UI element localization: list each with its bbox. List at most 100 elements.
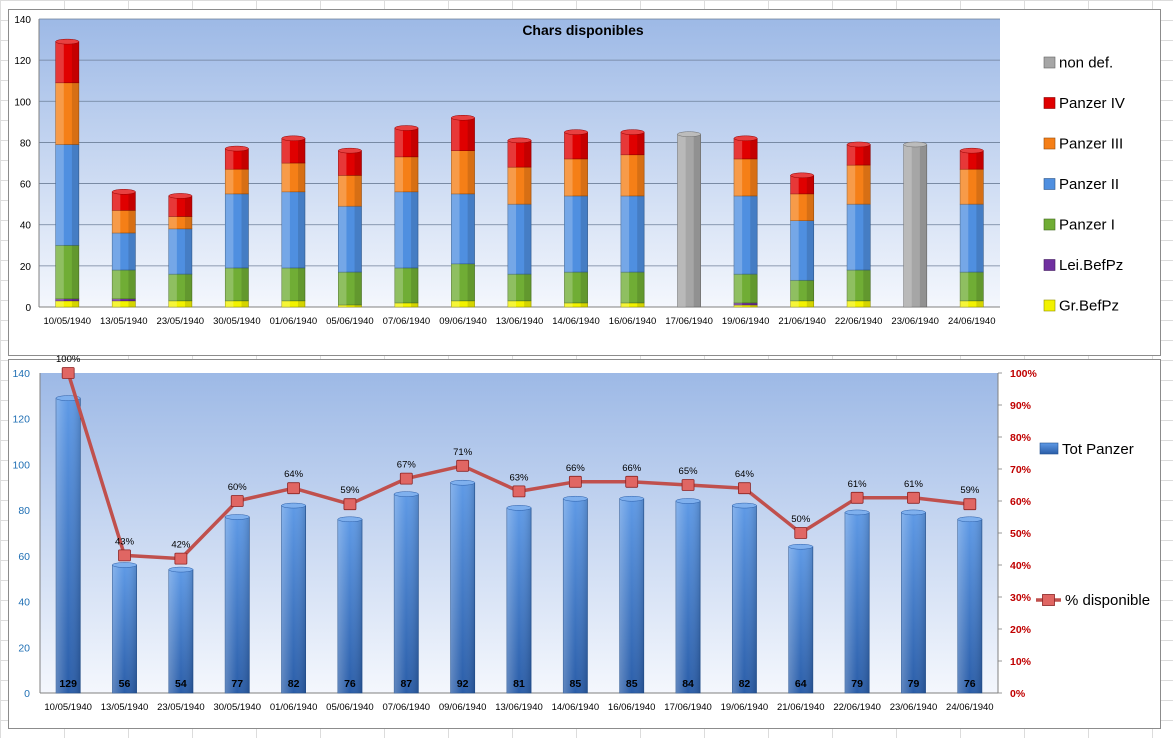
total-bar xyxy=(844,512,870,694)
bar-segment xyxy=(168,216,193,230)
percent-marker xyxy=(399,472,413,485)
x-tick-label: 23/05/1940 xyxy=(157,702,205,713)
bar-segment xyxy=(507,273,532,302)
total-bar xyxy=(168,569,194,694)
y-tick-label: 20 xyxy=(18,642,30,654)
y-tick-label: 60 xyxy=(20,180,32,191)
legend-marker xyxy=(1042,594,1055,606)
bar-cap xyxy=(733,135,758,142)
bar-value-label: 79 xyxy=(851,678,863,690)
bar-value-label: 129 xyxy=(59,678,77,690)
bar-cap xyxy=(788,543,814,550)
bar-segment xyxy=(620,154,645,197)
bar-segment xyxy=(959,300,984,308)
percent-label: 60% xyxy=(228,482,248,493)
percent-marker xyxy=(230,495,244,507)
total-bar xyxy=(619,498,645,694)
bar-cap xyxy=(393,491,419,497)
x-tick-label: 22/06/1940 xyxy=(833,702,881,713)
percent-label: 42% xyxy=(171,540,191,551)
total-bar xyxy=(675,500,701,694)
x-tick-label: 30/05/1940 xyxy=(213,702,261,713)
legend-label: % disponible xyxy=(1065,592,1150,609)
bar-segment xyxy=(224,300,249,308)
total-bar xyxy=(450,482,476,694)
bar-value-label: 84 xyxy=(682,678,694,690)
total-chart-area[interactable]: 0 20 40 60 80 100 120 140 0% 10% 20% 30% 40% 50% 60% 70… xyxy=(8,354,1161,729)
bar-segment xyxy=(846,300,871,308)
x-tick-label: 10/05/1940 xyxy=(43,316,91,327)
bar-segment xyxy=(451,193,475,265)
x-tick-label: 19/06/1940 xyxy=(722,316,770,327)
bar-segment xyxy=(790,175,815,195)
y2-tick-label: 10% xyxy=(1010,656,1032,668)
percent-label: 59% xyxy=(340,485,360,496)
bar-segment xyxy=(338,304,362,308)
x-tick-label: 17/06/1940 xyxy=(665,316,713,327)
total-bar xyxy=(901,512,926,694)
y2-tick-label: 40% xyxy=(1010,560,1032,572)
bar-cap xyxy=(394,125,419,131)
bar-segment xyxy=(790,220,815,281)
y2-tick-label: 70% xyxy=(1010,464,1032,476)
stacked-chart-area[interactable]: 0 20 40 60 80 100 120 140 Chars disponibles 10/05… xyxy=(8,9,1161,356)
percent-label: 71% xyxy=(453,447,473,458)
bar-segment xyxy=(111,300,136,308)
bar-value-label: 85 xyxy=(626,678,638,690)
legend-label: Panzer I xyxy=(1059,217,1115,234)
percent-label: 50% xyxy=(791,514,811,525)
legend-label: Panzer IV xyxy=(1059,95,1125,112)
x-tick-label: 16/06/1940 xyxy=(609,316,657,327)
bar-segment xyxy=(55,41,80,84)
percent-marker xyxy=(738,482,751,495)
bar-cap xyxy=(677,131,701,137)
x-tick-label: 24/06/1940 xyxy=(946,702,994,713)
bar-segment xyxy=(846,144,871,166)
bar-segment xyxy=(620,302,645,308)
bar-segment xyxy=(620,271,645,304)
bar-segment xyxy=(733,273,758,304)
bar-segment xyxy=(394,302,419,308)
total-bar xyxy=(957,518,983,694)
bar-segment xyxy=(507,300,532,308)
bar-segment xyxy=(111,298,136,302)
percent-marker xyxy=(794,527,808,539)
bar-segment xyxy=(564,158,588,197)
stacked-bar-chart: 0 20 40 60 80 100 120 140 Chars disponibles 10/05… xyxy=(14,15,1125,327)
bar-segment xyxy=(168,273,193,302)
y2-tick-label: 50% xyxy=(1010,528,1032,540)
bar-segment xyxy=(846,164,871,205)
percent-label: 61% xyxy=(848,479,868,490)
bar-cap xyxy=(281,502,306,509)
legend-label: Tot Panzer xyxy=(1062,441,1134,458)
bar-segment xyxy=(790,279,815,302)
x-tick-label: 21/06/1940 xyxy=(778,316,826,327)
y2-tick-label: 80% xyxy=(1010,432,1032,444)
percent-marker xyxy=(118,549,131,562)
bar-cap xyxy=(337,516,363,523)
bar-segment xyxy=(55,82,80,145)
bar-segment xyxy=(564,271,588,304)
bar-segment xyxy=(790,193,815,221)
x-tick-label: 13/05/1940 xyxy=(100,316,148,327)
bar-value-label: 64 xyxy=(795,678,807,690)
x-tick-label: 13/06/1940 xyxy=(495,702,543,713)
x-tick-label: 22/06/1940 xyxy=(835,316,883,327)
bar-value-label: 85 xyxy=(570,678,582,690)
bar-segment xyxy=(111,232,136,271)
y-tick-label: 120 xyxy=(12,414,30,426)
x-tick-label: 07/06/1940 xyxy=(383,316,431,327)
percent-marker xyxy=(907,491,920,504)
y-tick-label: 60 xyxy=(18,551,30,563)
bar-segment xyxy=(394,191,419,269)
percent-label: 65% xyxy=(679,466,699,477)
total-bar xyxy=(112,564,137,694)
total-bar xyxy=(788,546,814,694)
bar-cap xyxy=(903,141,928,148)
bar-segment xyxy=(224,193,249,269)
total-bar xyxy=(506,507,532,694)
bar-segment xyxy=(111,191,136,211)
percent-label: 66% xyxy=(622,463,642,474)
bar-cap xyxy=(846,141,871,148)
bar-segment xyxy=(620,131,645,156)
